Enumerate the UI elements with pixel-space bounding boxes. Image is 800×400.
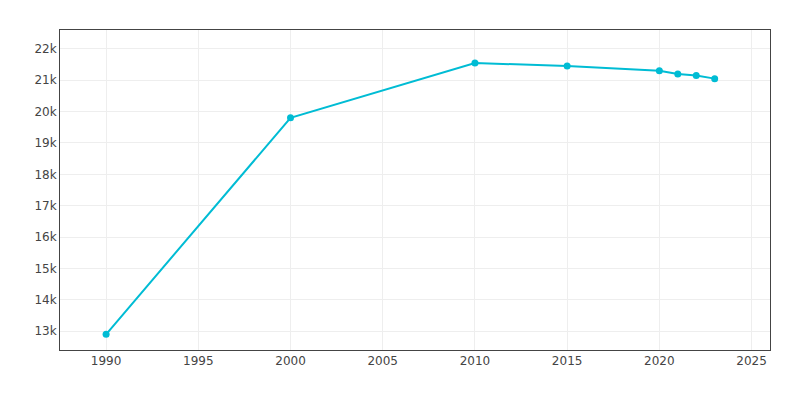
svg-text:1990: 1990 — [91, 354, 122, 368]
svg-text:19k: 19k — [34, 136, 56, 150]
svg-text:20k: 20k — [34, 105, 56, 119]
svg-text:16k: 16k — [34, 230, 56, 244]
svg-text:2010: 2010 — [460, 354, 491, 368]
svg-text:2025: 2025 — [736, 354, 767, 368]
svg-text:2020: 2020 — [644, 354, 675, 368]
svg-text:21k: 21k — [34, 73, 56, 87]
svg-text:2005: 2005 — [367, 354, 398, 368]
svg-text:15k: 15k — [34, 262, 56, 276]
svg-text:14k: 14k — [34, 293, 56, 307]
svg-text:1995: 1995 — [183, 354, 214, 368]
svg-text:17k: 17k — [34, 199, 56, 213]
svg-text:13k: 13k — [34, 324, 56, 338]
svg-text:2015: 2015 — [552, 354, 583, 368]
svg-text:22k: 22k — [34, 42, 56, 56]
svg-text:2000: 2000 — [275, 354, 306, 368]
svg-text:18k: 18k — [34, 168, 56, 182]
